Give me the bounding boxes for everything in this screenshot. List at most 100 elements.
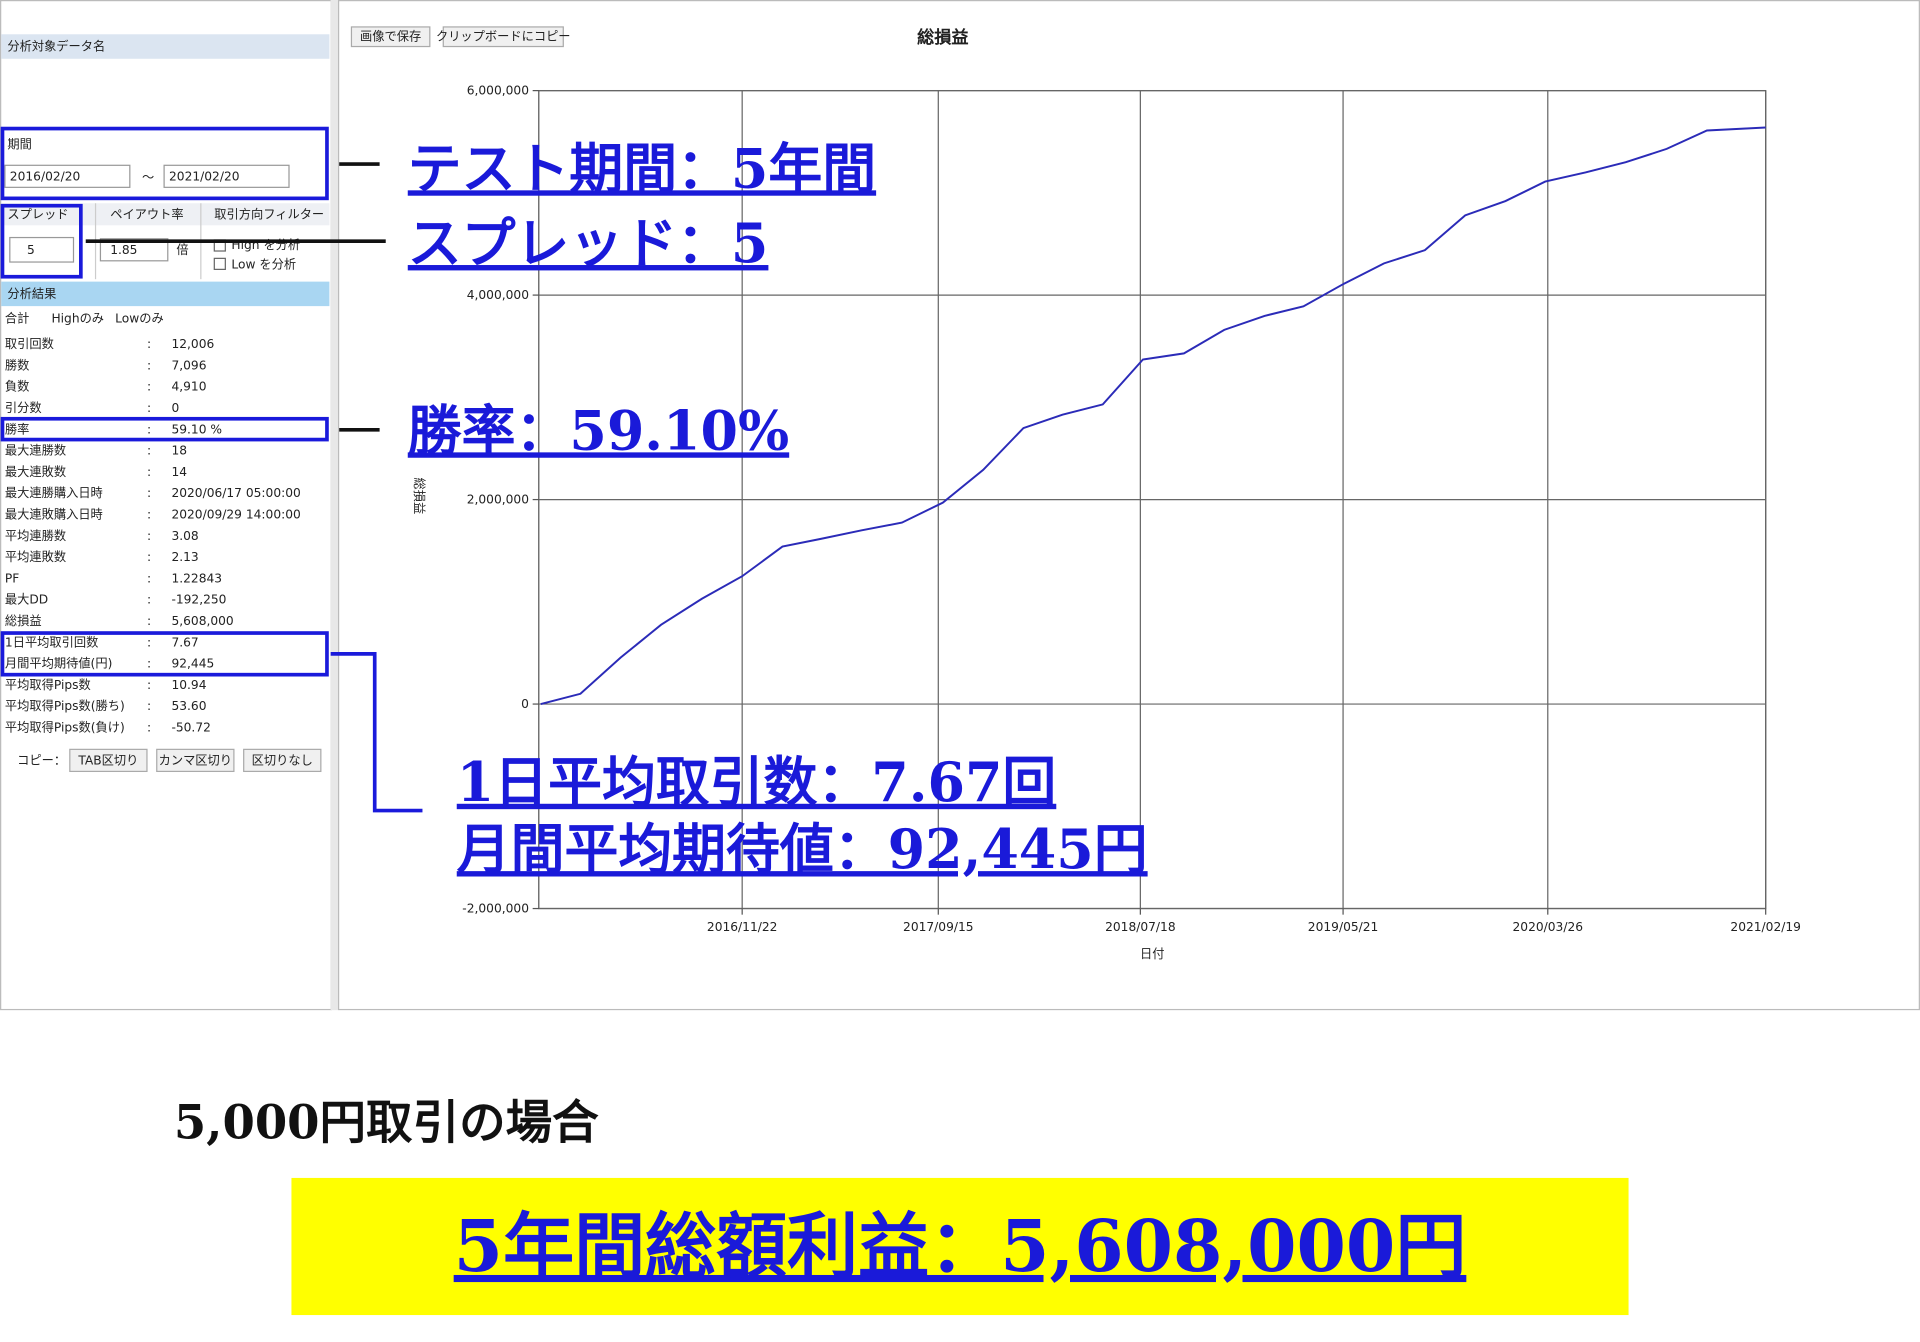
x-tick-label: 2020/03/26 [1513,920,1584,934]
stat-separator: : [147,529,151,543]
stat-separator: : [147,380,151,394]
spread-label: スプレッド [7,207,68,221]
stat-label: 最大DD [5,593,48,607]
y-axis-label: 総損益 [412,478,427,515]
stat-value: 92,445 [171,657,214,671]
stat-value: 2020/09/29 14:00:00 [171,508,300,522]
highlight-background [291,1177,1629,1316]
y-tick-label: -2,000,000 [462,902,529,916]
button[interactable] [156,748,235,773]
stat-value: -50.72 [171,721,210,735]
stat-separator: : [147,657,151,671]
save-button[interactable]: 画像で保存 [360,30,421,44]
period-end: 2021/02/20 [169,169,240,183]
payout-unit: 倍 [176,242,188,257]
stat-value: 10.94 [171,678,206,692]
payout-label: ペイアウト率 [110,206,183,221]
data-name-header: 分析対象データ名 [7,39,105,54]
date-input[interactable] [4,164,131,188]
stat-separator: : [147,593,151,607]
stat-label: 勝数 [5,357,29,372]
footer-condition: 5,000円取引の場合 [174,1095,599,1150]
period-start: 2016/02/20 [10,169,81,183]
stat-value: 0 [171,401,179,415]
stat-separator: : [147,699,151,713]
stat-value: 5,608,000 [171,614,233,628]
button[interactable] [69,748,148,773]
stat-separator: : [147,678,151,692]
stat-value: 2.13 [171,550,198,564]
checkbox[interactable] [213,257,226,270]
stat-value: 3.08 [171,529,198,543]
data-line [540,126,1766,706]
payout-value: 1.85 [110,243,137,257]
stat-label: 最大連勝購入日時 [5,485,103,500]
tab[interactable]: Lowのみ [115,311,164,325]
stat-label: 負数 [5,379,29,394]
x-tick-label: 2016/11/22 [707,920,778,934]
y-tick-label: 6,000,000 [467,84,529,98]
annotation: スプレッド：5 [408,211,769,275]
period-label: 期間 [7,137,31,151]
tab[interactable]: Highのみ [51,311,104,325]
stat-label: 平均連敗数 [5,549,66,564]
stat-separator: : [147,465,151,479]
stat-separator: : [147,486,151,500]
chart-title: 総損益 [917,27,968,48]
stat-label: 最大連勝数 [5,443,66,458]
stat-separator: : [147,721,151,735]
results-header-bar [1,281,330,307]
stat-separator: : [147,635,151,649]
stat-separator: : [147,422,151,436]
filter-label: 取引方向フィルター [214,206,324,221]
stat-value: 12,006 [171,337,214,351]
stat-label: 平均取得Pips数(勝ち) [5,698,125,713]
left-panel [0,0,332,1011]
spinner[interactable] [99,238,169,262]
connector [330,652,423,813]
copy-button[interactable]: TAB区切り [77,753,138,767]
x-tick-label: 2017/09/15 [903,920,974,934]
stat-value: 2020/06/17 05:00:00 [171,486,300,500]
copy-button[interactable]: 区切りなし [252,753,313,767]
tab[interactable]: 合計 [5,310,29,325]
stat-separator: : [147,337,151,351]
stat-separator: : [147,508,151,522]
stat-label: 月間平均期待値(円) [5,656,112,671]
highlight-box [0,126,329,201]
stat-value: 4,910 [171,380,206,394]
stat-value: 7.67 [171,635,198,649]
stat-label: 取引回数 [5,336,54,351]
y-tick-label: 0 [521,697,529,711]
spread-value: 5 [27,243,35,257]
button[interactable] [243,748,322,773]
spinner[interactable] [9,236,75,263]
filter-low: Low を分析 [231,257,296,271]
y-tick-label: 4,000,000 [467,288,529,302]
x-tick-label: 2019/05/21 [1308,920,1379,934]
stat-separator: : [147,614,151,628]
annotation: 勝率：59.10% [408,398,789,462]
stat-value: -192,250 [171,593,226,607]
annotations [85,162,423,813]
stat-label: PF [5,571,19,585]
annotation: 1日平均取引数：7.67回 [457,750,1057,814]
annotation: テスト期間：5年間 [408,136,876,200]
stat-label: 引分数 [5,400,42,415]
stat-value: 1.22843 [171,571,222,585]
copy-button[interactable]: クリップボードにコピー [436,30,571,44]
button[interactable] [350,26,431,48]
stat-separator: : [147,550,151,564]
annotation: 月間平均期待値：92,445円 [457,817,1148,881]
copy-button[interactable]: カンマ区切り [159,753,232,767]
highlight-box [0,203,83,279]
date-input[interactable] [163,164,290,188]
button[interactable] [442,26,564,48]
highlight-box [0,631,329,677]
stat-separator: : [147,401,151,415]
stats: 取引回数: 12,006 勝数: 7,096 負数: 4,910 引分数: 0 勝率: 59.10… [5,336,301,734]
x-tick-label: 2021/02/19 [1730,920,1801,934]
stat-value: 59.10 % [171,422,222,436]
stat-label: 総損益 [5,613,42,628]
